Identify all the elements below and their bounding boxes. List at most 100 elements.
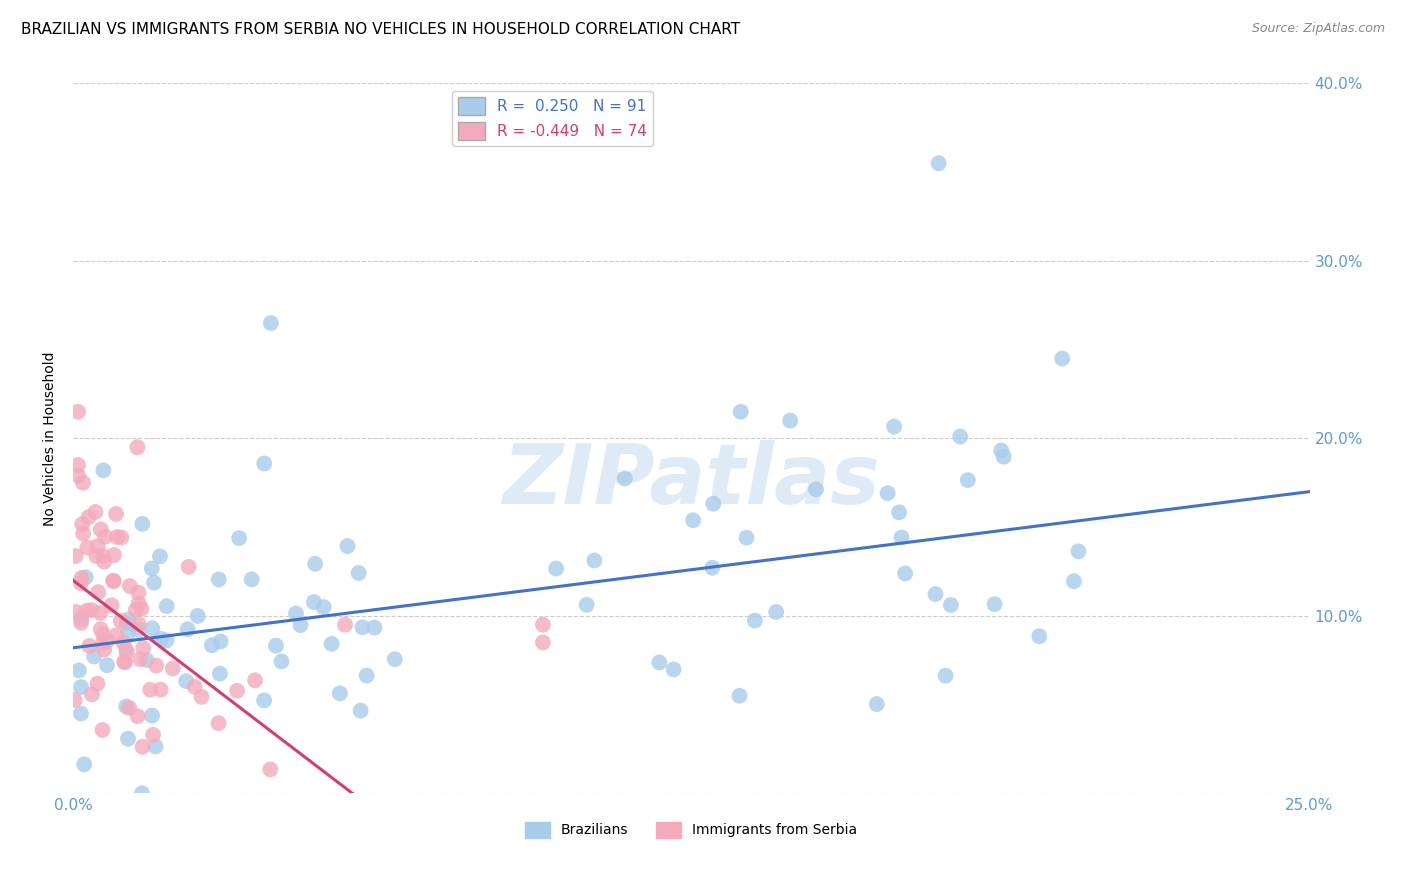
Point [187, 609, 209, 624]
Point [103, 548, 125, 562]
Point [65, 605, 87, 619]
Point [866, 697, 889, 711]
Point [546, 561, 568, 575]
Point [87, 585, 110, 599]
Y-axis label: No Vehicles in Household: No Vehicles in Household [44, 351, 58, 525]
Point [129, 652, 152, 666]
Point [115, 643, 138, 657]
Point [928, 156, 950, 170]
Point [67, 469, 90, 483]
Point [156, 599, 179, 614]
Point [79, 639, 101, 653]
Point [329, 686, 352, 700]
Point [304, 557, 326, 571]
Point [155, 633, 177, 648]
Text: BRAZILIAN VS IMMIGRANTS FROM SERBIA NO VEHICLES IN HOUSEHOLD CORRELATION CHART: BRAZILIAN VS IMMIGRANTS FROM SERBIA NO V… [21, 22, 740, 37]
Point [93, 463, 115, 477]
Point [70, 706, 93, 721]
Point [91, 627, 114, 641]
Point [70, 612, 93, 626]
Point [125, 603, 148, 617]
Point [131, 739, 153, 754]
Point [128, 617, 150, 632]
Point [993, 450, 1015, 464]
Point [117, 626, 139, 640]
Point [96, 633, 118, 648]
Point [1028, 629, 1050, 643]
Point [730, 405, 752, 419]
Point [91, 549, 114, 563]
Point [648, 656, 671, 670]
Point [70, 615, 93, 630]
Point [143, 575, 166, 590]
Point [983, 597, 1005, 611]
Point [115, 616, 138, 631]
Point [177, 559, 200, 574]
Point [112, 655, 135, 669]
Point [259, 763, 281, 777]
Point [114, 655, 136, 669]
Point [80, 603, 103, 617]
Point [110, 531, 132, 545]
Point [356, 668, 378, 682]
Text: ZIPatlas: ZIPatlas [502, 441, 880, 522]
Point [141, 708, 163, 723]
Point [174, 674, 197, 689]
Point [118, 701, 141, 715]
Point [96, 658, 118, 673]
Point [333, 617, 356, 632]
Point [183, 680, 205, 694]
Point [1063, 574, 1085, 589]
Point [75, 570, 97, 584]
Point [141, 561, 163, 575]
Point [101, 574, 124, 588]
Point [264, 639, 287, 653]
Point [363, 621, 385, 635]
Point [253, 693, 276, 707]
Point [662, 662, 685, 676]
Point [118, 579, 141, 593]
Point [131, 786, 153, 800]
Point [90, 523, 112, 537]
Point [86, 539, 108, 553]
Point [91, 723, 114, 737]
Point [77, 510, 100, 524]
Point [132, 641, 155, 656]
Point [924, 587, 946, 601]
Point [127, 585, 149, 599]
Point [583, 553, 606, 567]
Point [883, 419, 905, 434]
Point [209, 634, 232, 648]
Point [190, 690, 212, 704]
Point [70, 571, 93, 585]
Point [105, 507, 128, 521]
Point [352, 620, 374, 634]
Point [63, 693, 86, 707]
Point [67, 664, 90, 678]
Point [243, 673, 266, 688]
Point [935, 669, 957, 683]
Point [336, 539, 359, 553]
Point [744, 614, 766, 628]
Point [208, 573, 231, 587]
Point [128, 623, 150, 637]
Point [86, 677, 108, 691]
Point [176, 622, 198, 636]
Point [127, 440, 149, 454]
Point [779, 414, 801, 428]
Point [67, 405, 90, 419]
Point [105, 628, 128, 642]
Point [72, 475, 94, 490]
Point [67, 458, 90, 472]
Point [127, 709, 149, 723]
Point [84, 505, 107, 519]
Point [115, 646, 138, 660]
Point [240, 573, 263, 587]
Point [765, 605, 787, 619]
Point [86, 549, 108, 563]
Point [201, 638, 224, 652]
Point [131, 601, 153, 615]
Point [575, 598, 598, 612]
Point [117, 731, 139, 746]
Point [73, 757, 96, 772]
